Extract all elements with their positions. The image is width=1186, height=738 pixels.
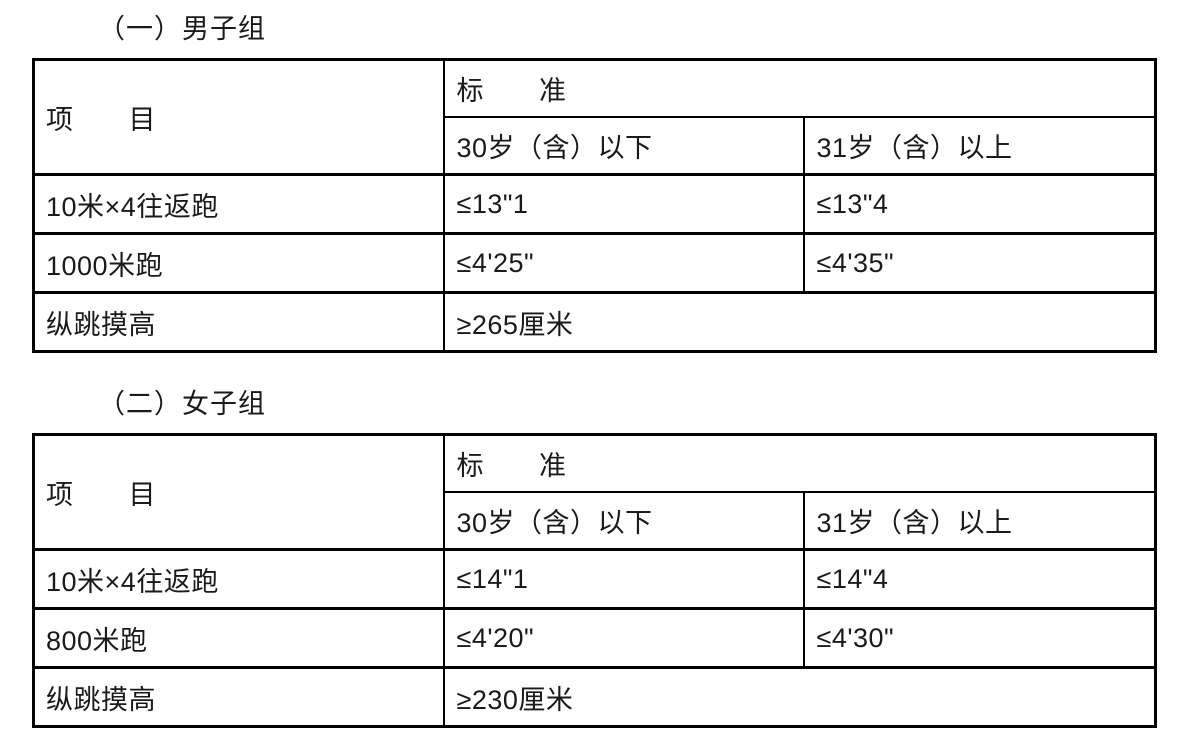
age-header-under30: 30岁（含）以下 xyxy=(442,491,805,551)
header-row-standard: 项 目 标 准 xyxy=(32,58,1157,176)
header-row-standard: 项 目 标 准 xyxy=(32,433,1157,551)
item-header-cell: 项 目 xyxy=(32,433,445,551)
row-item: 10米×4往返跑 xyxy=(32,548,445,610)
header-row-age: 30岁（含）以下 31岁（含）以上 xyxy=(34,116,1157,176)
row-value-under30: ≤4'25" xyxy=(442,232,805,294)
row-value-over31: ≤4'35" xyxy=(802,232,1157,294)
standard-header-cell: 标 准 xyxy=(442,433,1157,493)
row-value-under30: ≤14"1 xyxy=(442,548,805,610)
table-row-distance-run: 800米跑 ≤4'20" ≤4'30" xyxy=(32,607,1157,669)
row-value-over31: ≤4'30" xyxy=(802,607,1157,669)
row-value-merged: ≥265厘米 xyxy=(442,291,1157,353)
table-row-shuttle-run: 10米×4往返跑 ≤14"1 ≤14"4 xyxy=(32,548,1157,610)
womens-standards-table: 项 目 标 准 30岁（含）以下 31岁（含）以上 10米×4往返跑 ≤14"1… xyxy=(32,433,1157,728)
age-header-under30: 30岁（含）以下 xyxy=(442,116,805,176)
mens-standards-table: 项 目 标 准 30岁（含）以下 31岁（含）以上 10米×4往返跑 ≤13"1… xyxy=(32,58,1157,353)
table-row-vertical-jump: 纵跳摸高 ≥265厘米 xyxy=(32,291,1157,353)
item-header-cell: 项 目 xyxy=(32,58,445,176)
standard-header-cell: 标 准 xyxy=(442,58,1157,118)
row-item: 10米×4往返跑 xyxy=(32,173,445,235)
table-row-shuttle-run: 10米×4往返跑 ≤13"1 ≤13"4 xyxy=(32,173,1157,235)
age-header-over31: 31岁（含）以上 xyxy=(802,491,1157,551)
row-value-merged: ≥230厘米 xyxy=(442,666,1157,728)
header-row-age: 30岁（含）以下 31岁（含）以上 xyxy=(34,491,1157,551)
row-value-under30: ≤13"1 xyxy=(442,173,805,235)
table-row-distance-run: 1000米跑 ≤4'25" ≤4'35" xyxy=(32,232,1157,294)
table-row-vertical-jump: 纵跳摸高 ≥230厘米 xyxy=(32,666,1157,728)
row-value-over31: ≤13"4 xyxy=(802,173,1157,235)
row-item: 纵跳摸高 xyxy=(32,666,445,728)
row-item: 1000米跑 xyxy=(32,232,445,294)
row-value-over31: ≤14"4 xyxy=(802,548,1157,610)
section-heading-womens: （二）女子组 xyxy=(98,389,266,419)
section-mens: （一）男子组 项 目 标 准 30岁（含）以下 31岁（含）以上 10米×4往返… xyxy=(0,12,1186,353)
age-header-over31: 31岁（含）以上 xyxy=(802,116,1157,176)
section-heading-mens: （一）男子组 xyxy=(98,14,266,44)
row-value-under30: ≤4'20" xyxy=(442,607,805,669)
section-womens: （二）女子组 项 目 标 准 30岁（含）以下 31岁（含）以上 10米×4往返… xyxy=(0,387,1186,728)
row-item: 纵跳摸高 xyxy=(32,291,445,353)
row-item: 800米跑 xyxy=(32,607,445,669)
